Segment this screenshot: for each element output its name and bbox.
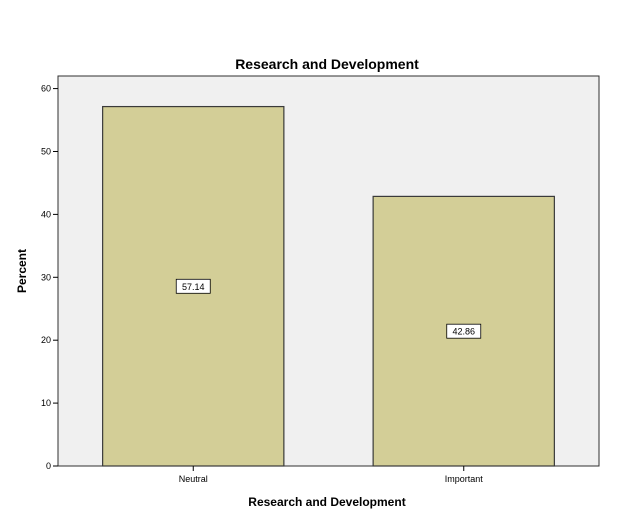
y-axis: 0 10 20 30 40 50 60: [41, 84, 58, 471]
y-axis-label: Percent: [15, 249, 29, 293]
y-tick-label: 20: [41, 335, 51, 345]
y-tick-label: 30: [41, 272, 51, 282]
y-tick-label: 50: [41, 146, 51, 156]
x-tick-label: Important: [445, 474, 484, 484]
y-tick-label: 0: [46, 461, 51, 471]
data-label: 42.86: [452, 327, 475, 337]
data-label: 57.14: [182, 282, 205, 292]
y-tick-label: 40: [41, 209, 51, 219]
data-label-box: [175, 278, 211, 294]
data-label-box: [446, 323, 482, 339]
chart-title: Research and Development: [235, 56, 419, 72]
y-tick-label: 60: [41, 84, 51, 94]
x-axis: Neutral Important: [179, 466, 484, 484]
y-tick-label: 10: [41, 398, 51, 408]
x-axis-label: Research and Development: [248, 495, 405, 509]
x-tick-label: Neutral: [179, 474, 208, 484]
bars-group: 57.14 42.86: [102, 105, 555, 467]
